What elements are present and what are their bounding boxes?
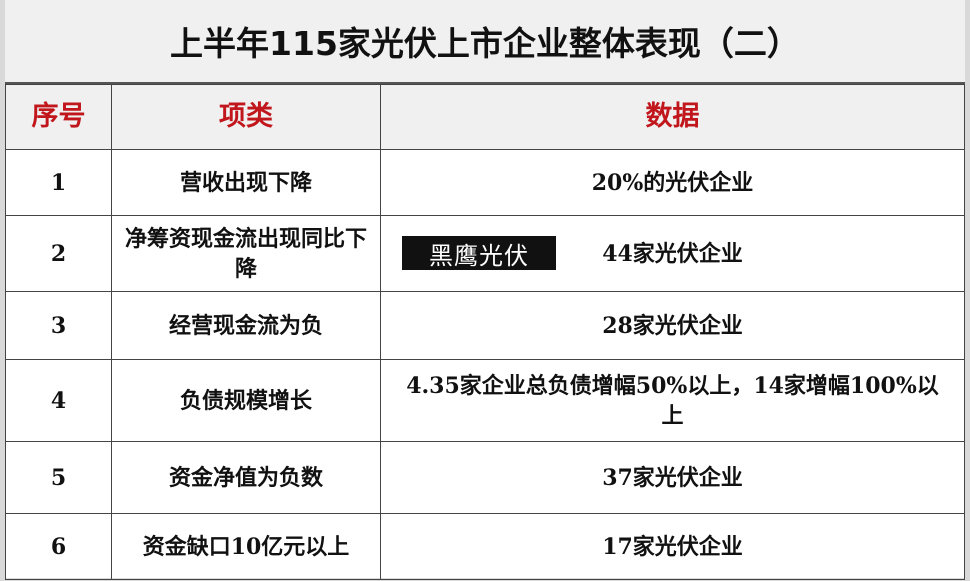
cell-item: 资金缺口10亿元以上	[111, 513, 381, 580]
cell-index: 2	[5, 215, 112, 292]
header-row: 序号 项类 数据	[5, 84, 965, 150]
table-container: 上半年115家光伏上市企业整体表现（二） 序号 项类 数据 1 营收出现下降 2…	[5, 0, 965, 580]
data-table: 序号 项类 数据 1 营收出现下降 20%的光伏企业 2 净筹资现金流出现同比下…	[5, 84, 965, 580]
cell-index: 3	[5, 291, 112, 360]
table-row: 4 负债规模增长 4.35家企业总负债增幅50%以上，14家增幅100%以上	[5, 359, 965, 442]
watermark-logo: 黑鹰光伏	[402, 236, 556, 270]
table-title: 上半年115家光伏上市企业整体表现（二）	[5, 0, 965, 84]
cell-item: 净筹资现金流出现同比下降	[111, 215, 381, 292]
cell-index: 6	[5, 513, 112, 580]
header-data: 数据	[380, 84, 965, 150]
cell-data: 28家光伏企业	[380, 291, 965, 360]
table-row: 5 资金净值为负数 37家光伏企业	[5, 441, 965, 514]
table-row: 6 资金缺口10亿元以上 17家光伏企业	[5, 513, 965, 580]
table-row: 2 净筹资现金流出现同比下降 44家光伏企业	[5, 215, 965, 292]
cell-data: 20%的光伏企业	[380, 149, 965, 216]
header-item: 项类	[111, 84, 381, 150]
cell-item: 负债规模增长	[111, 359, 381, 442]
cell-index: 4	[5, 359, 112, 442]
cell-index: 1	[5, 149, 112, 216]
cell-item: 营收出现下降	[111, 149, 381, 216]
cell-data: 17家光伏企业	[380, 513, 965, 580]
table-row: 3 经营现金流为负 28家光伏企业	[5, 291, 965, 360]
cell-data: 4.35家企业总负债增幅50%以上，14家增幅100%以上	[380, 359, 965, 442]
cell-item: 经营现金流为负	[111, 291, 381, 360]
header-index: 序号	[5, 84, 112, 150]
cell-item: 资金净值为负数	[111, 441, 381, 514]
cell-data: 37家光伏企业	[380, 441, 965, 514]
cell-index: 5	[5, 441, 112, 514]
table-row: 1 营收出现下降 20%的光伏企业	[5, 149, 965, 216]
